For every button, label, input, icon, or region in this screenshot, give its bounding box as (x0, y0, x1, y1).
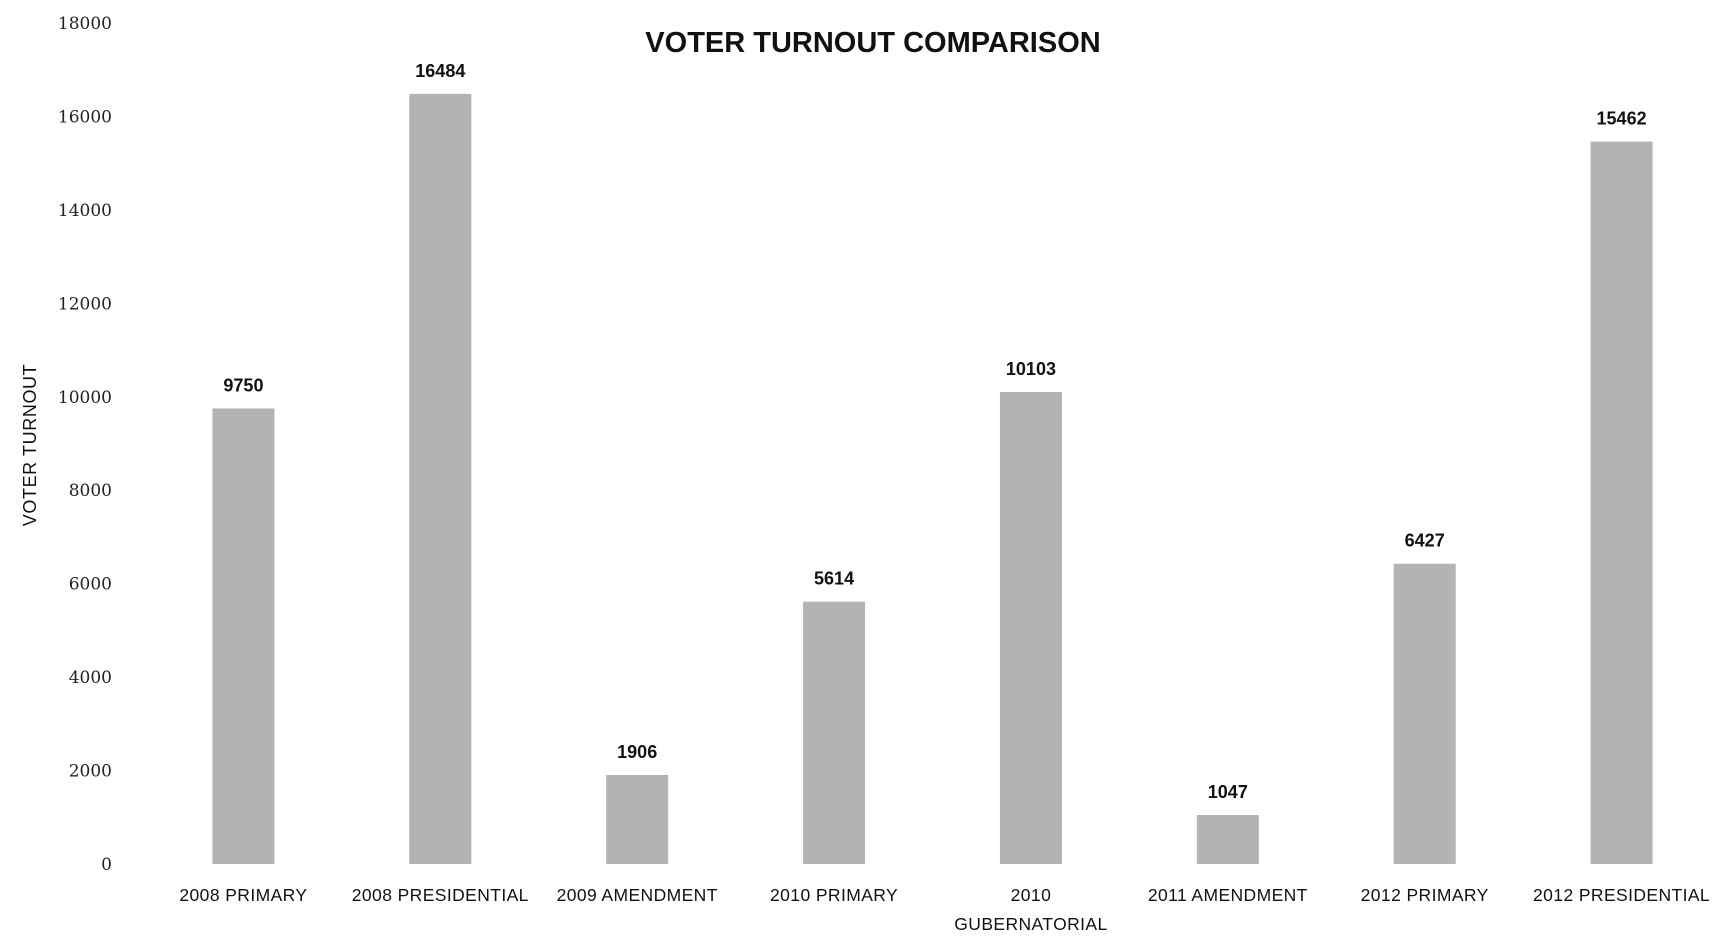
bar (1196, 815, 1259, 864)
x-tick-label: 2010 PRIMARY (770, 885, 898, 905)
y-tick-label: 6000 (69, 575, 112, 595)
y-axis-label: VOTER TURNOUT (20, 364, 40, 526)
bar (803, 601, 866, 864)
y-tick-label: 0 (101, 855, 112, 875)
x-tick-label: 2008 PRESIDENTIAL (352, 885, 529, 905)
data-labels: 9750 16484 1906 5614 10103 1047 6427 15462 (223, 61, 1646, 802)
data-label: 5614 (814, 569, 854, 589)
x-tick-label: 2012 PRESIDENTIAL (1533, 885, 1710, 905)
bar (999, 391, 1062, 864)
chart-title: VOTER TURNOUT COMPARISON (645, 27, 1100, 59)
x-tick-label: 2011 AMENDMENT (1148, 885, 1308, 905)
bar (409, 93, 472, 865)
y-tick-label: 18000 (58, 14, 112, 34)
y-tick-label: 4000 (69, 668, 112, 688)
data-label: 15462 (1597, 109, 1647, 129)
x-tick-label: 2012 PRIMARY (1361, 885, 1489, 905)
bar (212, 408, 275, 864)
x-tick-label: 2008 PRIMARY (179, 885, 307, 905)
bar (606, 774, 669, 864)
y-tick-label: 2000 (69, 762, 112, 782)
y-tick-label: 8000 (69, 481, 112, 501)
data-label: 10103 (1006, 359, 1056, 379)
bars (212, 93, 1653, 865)
y-tick-label: 10000 (58, 388, 112, 408)
y-tick-label: 12000 (58, 294, 112, 314)
x-tick-label: 2009 AMENDMENT (557, 885, 718, 905)
bar (1590, 141, 1653, 864)
data-label: 1047 (1208, 782, 1248, 802)
y-tick-label: 16000 (58, 107, 112, 127)
x-axis-ticks: 2008 PRIMARY 2008 PRESIDENTIAL 2009 AMENDM… (179, 885, 1710, 934)
data-label: 9750 (223, 375, 263, 395)
data-label: 6427 (1405, 531, 1445, 551)
data-label: 1906 (617, 742, 657, 762)
bar (1393, 563, 1456, 864)
y-tick-label: 14000 (58, 201, 112, 221)
y-axis-ticks: 0 2000 4000 6000 8000 10000 12000 14000 16000 180… (58, 14, 112, 875)
data-label: 16484 (415, 61, 465, 81)
x-tick-label: 2010 GUBERNATORIAL (954, 885, 1107, 934)
